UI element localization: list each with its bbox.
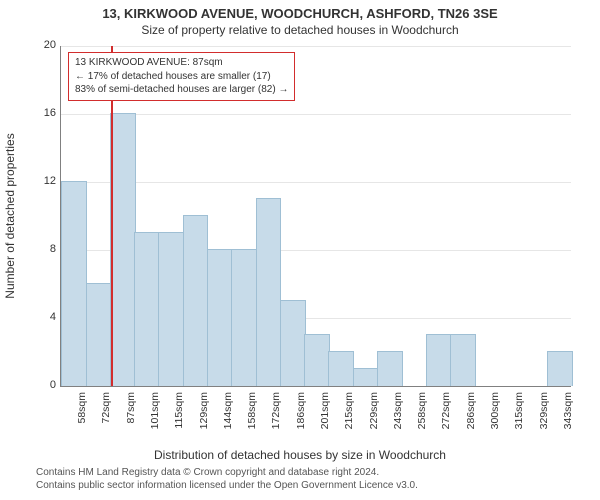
x-tick-label: 144sqm — [222, 392, 234, 442]
x-tick-label: 215sqm — [343, 392, 355, 442]
histogram-bar — [280, 300, 306, 386]
title-subtitle: Size of property relative to detached ho… — [0, 21, 600, 37]
x-tick-label: 172sqm — [270, 392, 282, 442]
x-tick-label: 300sqm — [489, 392, 501, 442]
x-tick-label: 87sqm — [125, 392, 137, 442]
x-tick-label: 158sqm — [246, 392, 258, 442]
histogram-bar — [450, 334, 476, 386]
annotation-line: 13 KIRKWOOD AVENUE: 87sqm — [75, 56, 288, 70]
x-tick-label: 115sqm — [173, 392, 185, 442]
histogram-bar — [207, 249, 233, 386]
histogram-bar — [110, 113, 136, 386]
histogram-bar — [547, 351, 573, 386]
x-tick-label: 272sqm — [440, 392, 452, 442]
y-tick-label: 0 — [40, 379, 56, 391]
title-address: 13, KIRKWOOD AVENUE, WOODCHURCH, ASHFORD… — [0, 0, 600, 21]
x-tick-label: 186sqm — [295, 392, 307, 442]
y-axis-label: Number of detached properties — [3, 133, 17, 298]
y-tick-label: 8 — [40, 243, 56, 255]
chart-container: 13, KIRKWOOD AVENUE, WOODCHURCH, ASHFORD… — [0, 0, 600, 500]
x-tick-label: 129sqm — [198, 392, 210, 442]
y-tick-label: 20 — [40, 39, 56, 51]
histogram-bar — [231, 249, 257, 386]
x-tick-label: 243sqm — [392, 392, 404, 442]
x-tick-label: 258sqm — [416, 392, 428, 442]
x-tick-label: 229sqm — [368, 392, 380, 442]
gridline — [61, 46, 571, 47]
gridline — [61, 114, 571, 115]
y-tick-label: 4 — [40, 311, 56, 323]
histogram-bar — [328, 351, 354, 386]
y-tick-label: 12 — [40, 175, 56, 187]
histogram-bar — [183, 215, 209, 386]
x-axis-label: Distribution of detached houses by size … — [0, 448, 600, 462]
annotation-line: 83% of semi-detached houses are larger (… — [75, 83, 288, 97]
x-tick-label: 101sqm — [149, 392, 161, 442]
footer-text: Contains HM Land Registry data © Crown c… — [36, 466, 418, 492]
histogram-bar — [256, 198, 282, 386]
y-tick-label: 16 — [40, 107, 56, 119]
x-tick-label: 72sqm — [100, 392, 112, 442]
gridline — [61, 182, 571, 183]
x-tick-label: 343sqm — [562, 392, 574, 442]
x-tick-label: 58sqm — [76, 392, 88, 442]
histogram-bar — [304, 334, 330, 386]
histogram-bar — [134, 232, 160, 386]
histogram-bar — [377, 351, 403, 386]
footer-line: Contains public sector information licen… — [36, 479, 418, 492]
annotation-box: 13 KIRKWOOD AVENUE: 87sqm ← 17% of detac… — [68, 52, 295, 101]
annotation-line: ← 17% of detached houses are smaller (17… — [75, 70, 288, 84]
x-tick-label: 315sqm — [513, 392, 525, 442]
histogram-bar — [353, 368, 379, 386]
histogram-bar — [426, 334, 452, 386]
histogram-bar — [158, 232, 184, 386]
histogram-bar — [86, 283, 112, 386]
x-tick-label: 286sqm — [465, 392, 477, 442]
footer-line: Contains HM Land Registry data © Crown c… — [36, 466, 418, 479]
histogram-bar — [61, 181, 87, 386]
x-tick-label: 329sqm — [538, 392, 550, 442]
x-tick-label: 201sqm — [319, 392, 331, 442]
